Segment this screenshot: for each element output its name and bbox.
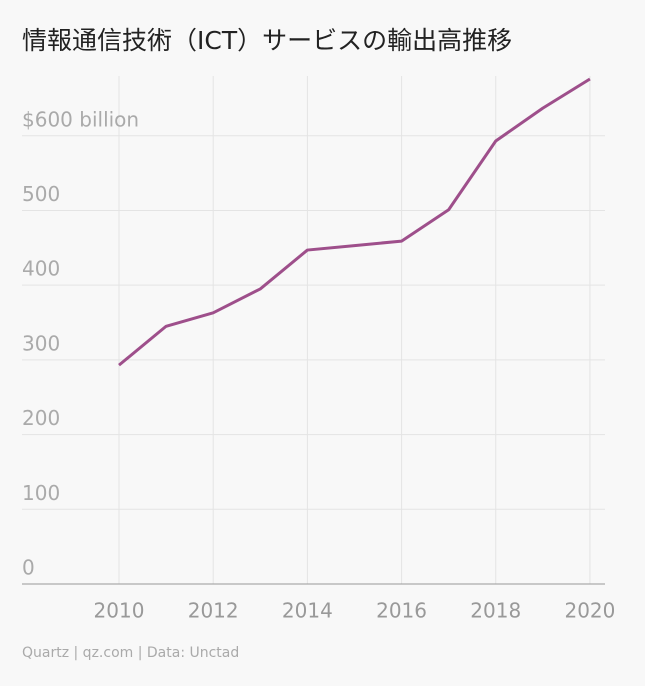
source: Quartz | qz.com | Data: Unctad bbox=[22, 645, 239, 661]
x-tick-label: 2016 bbox=[376, 599, 427, 623]
y-tick-label: 100 bbox=[22, 481, 60, 505]
x-tick-label: 2020 bbox=[564, 599, 615, 623]
y-tick-label: 0 bbox=[22, 556, 35, 580]
x-tick-label: 2012 bbox=[188, 599, 239, 623]
y-tick-label: 200 bbox=[22, 406, 60, 430]
x-tick-label: 2018 bbox=[470, 599, 521, 623]
x-tick-label: 2010 bbox=[94, 599, 145, 623]
y-tick-label: 500 bbox=[22, 182, 60, 206]
y-tick-label: 300 bbox=[22, 331, 60, 355]
line bbox=[118, 77, 591, 367]
chart-title: 情報通信技術（ICT）サービスの輸出高推移 bbox=[22, 26, 512, 55]
y-tick-label: $600 billion bbox=[22, 107, 139, 131]
x-tick-label: 2014 bbox=[282, 599, 333, 623]
y-tick-label: 400 bbox=[22, 257, 60, 281]
